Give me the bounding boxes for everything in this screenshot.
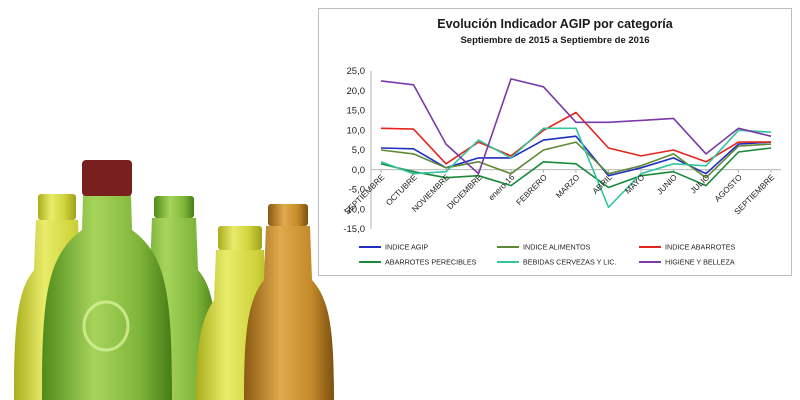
x-tick-label: FEBRERO bbox=[515, 173, 549, 207]
series-line bbox=[380, 141, 772, 179]
chart-container: Evolución Indicador AGIP por categoría S… bbox=[318, 8, 792, 276]
x-tick-label: MARZO bbox=[554, 173, 581, 200]
legend-label: INDICE ALIMENTOS bbox=[523, 243, 591, 252]
y-tick-label: -15,0 bbox=[343, 224, 365, 235]
legend-label: INDICE ABARROTES bbox=[665, 243, 735, 252]
legend-label: ABARROTES PERECIBLES bbox=[385, 258, 477, 267]
y-tick-label: 15,0 bbox=[347, 106, 366, 117]
y-tick-label: -5,0 bbox=[349, 185, 365, 196]
line-chart: 25,020,015,010,05,00,0-5,0-10,0-15,0SEPT… bbox=[343, 66, 781, 267]
bottle-amber bbox=[244, 204, 334, 400]
y-tick-label: 25,0 bbox=[347, 66, 366, 77]
x-tick-label: enero-16 bbox=[487, 172, 517, 202]
x-tick-label: OCTUBRE bbox=[384, 172, 419, 207]
series-line bbox=[380, 147, 772, 189]
bottles-photo bbox=[14, 160, 334, 400]
chart-subtitle: Septiembre de 2015 a Septiembre de 2016 bbox=[460, 35, 650, 46]
series-line bbox=[380, 111, 771, 165]
y-tick-label: 5,0 bbox=[352, 145, 365, 156]
legend-label: BEBIDAS CERVEZAS Y LIC. bbox=[523, 258, 616, 267]
legend-label: HIGIENE Y BELLEZA bbox=[665, 258, 735, 267]
legend-label: INDICE AGIP bbox=[385, 243, 428, 252]
chart-title: Evolución Indicador AGIP por categoría bbox=[437, 17, 673, 31]
y-tick-label: -10,0 bbox=[343, 204, 365, 215]
y-tick-label: 20,0 bbox=[347, 86, 366, 97]
x-tick-label: DICIEMBRE bbox=[445, 172, 484, 211]
series-line bbox=[380, 78, 772, 175]
x-tick-label: JUNIO bbox=[655, 173, 679, 197]
y-tick-label: 10,0 bbox=[347, 125, 366, 136]
bottle-green-front bbox=[42, 160, 172, 400]
x-tick-label: AGOSTO bbox=[713, 173, 744, 204]
series-line bbox=[380, 127, 772, 209]
x-tick-label: MAYO bbox=[623, 173, 646, 196]
y-tick-label: 0,0 bbox=[352, 165, 365, 176]
